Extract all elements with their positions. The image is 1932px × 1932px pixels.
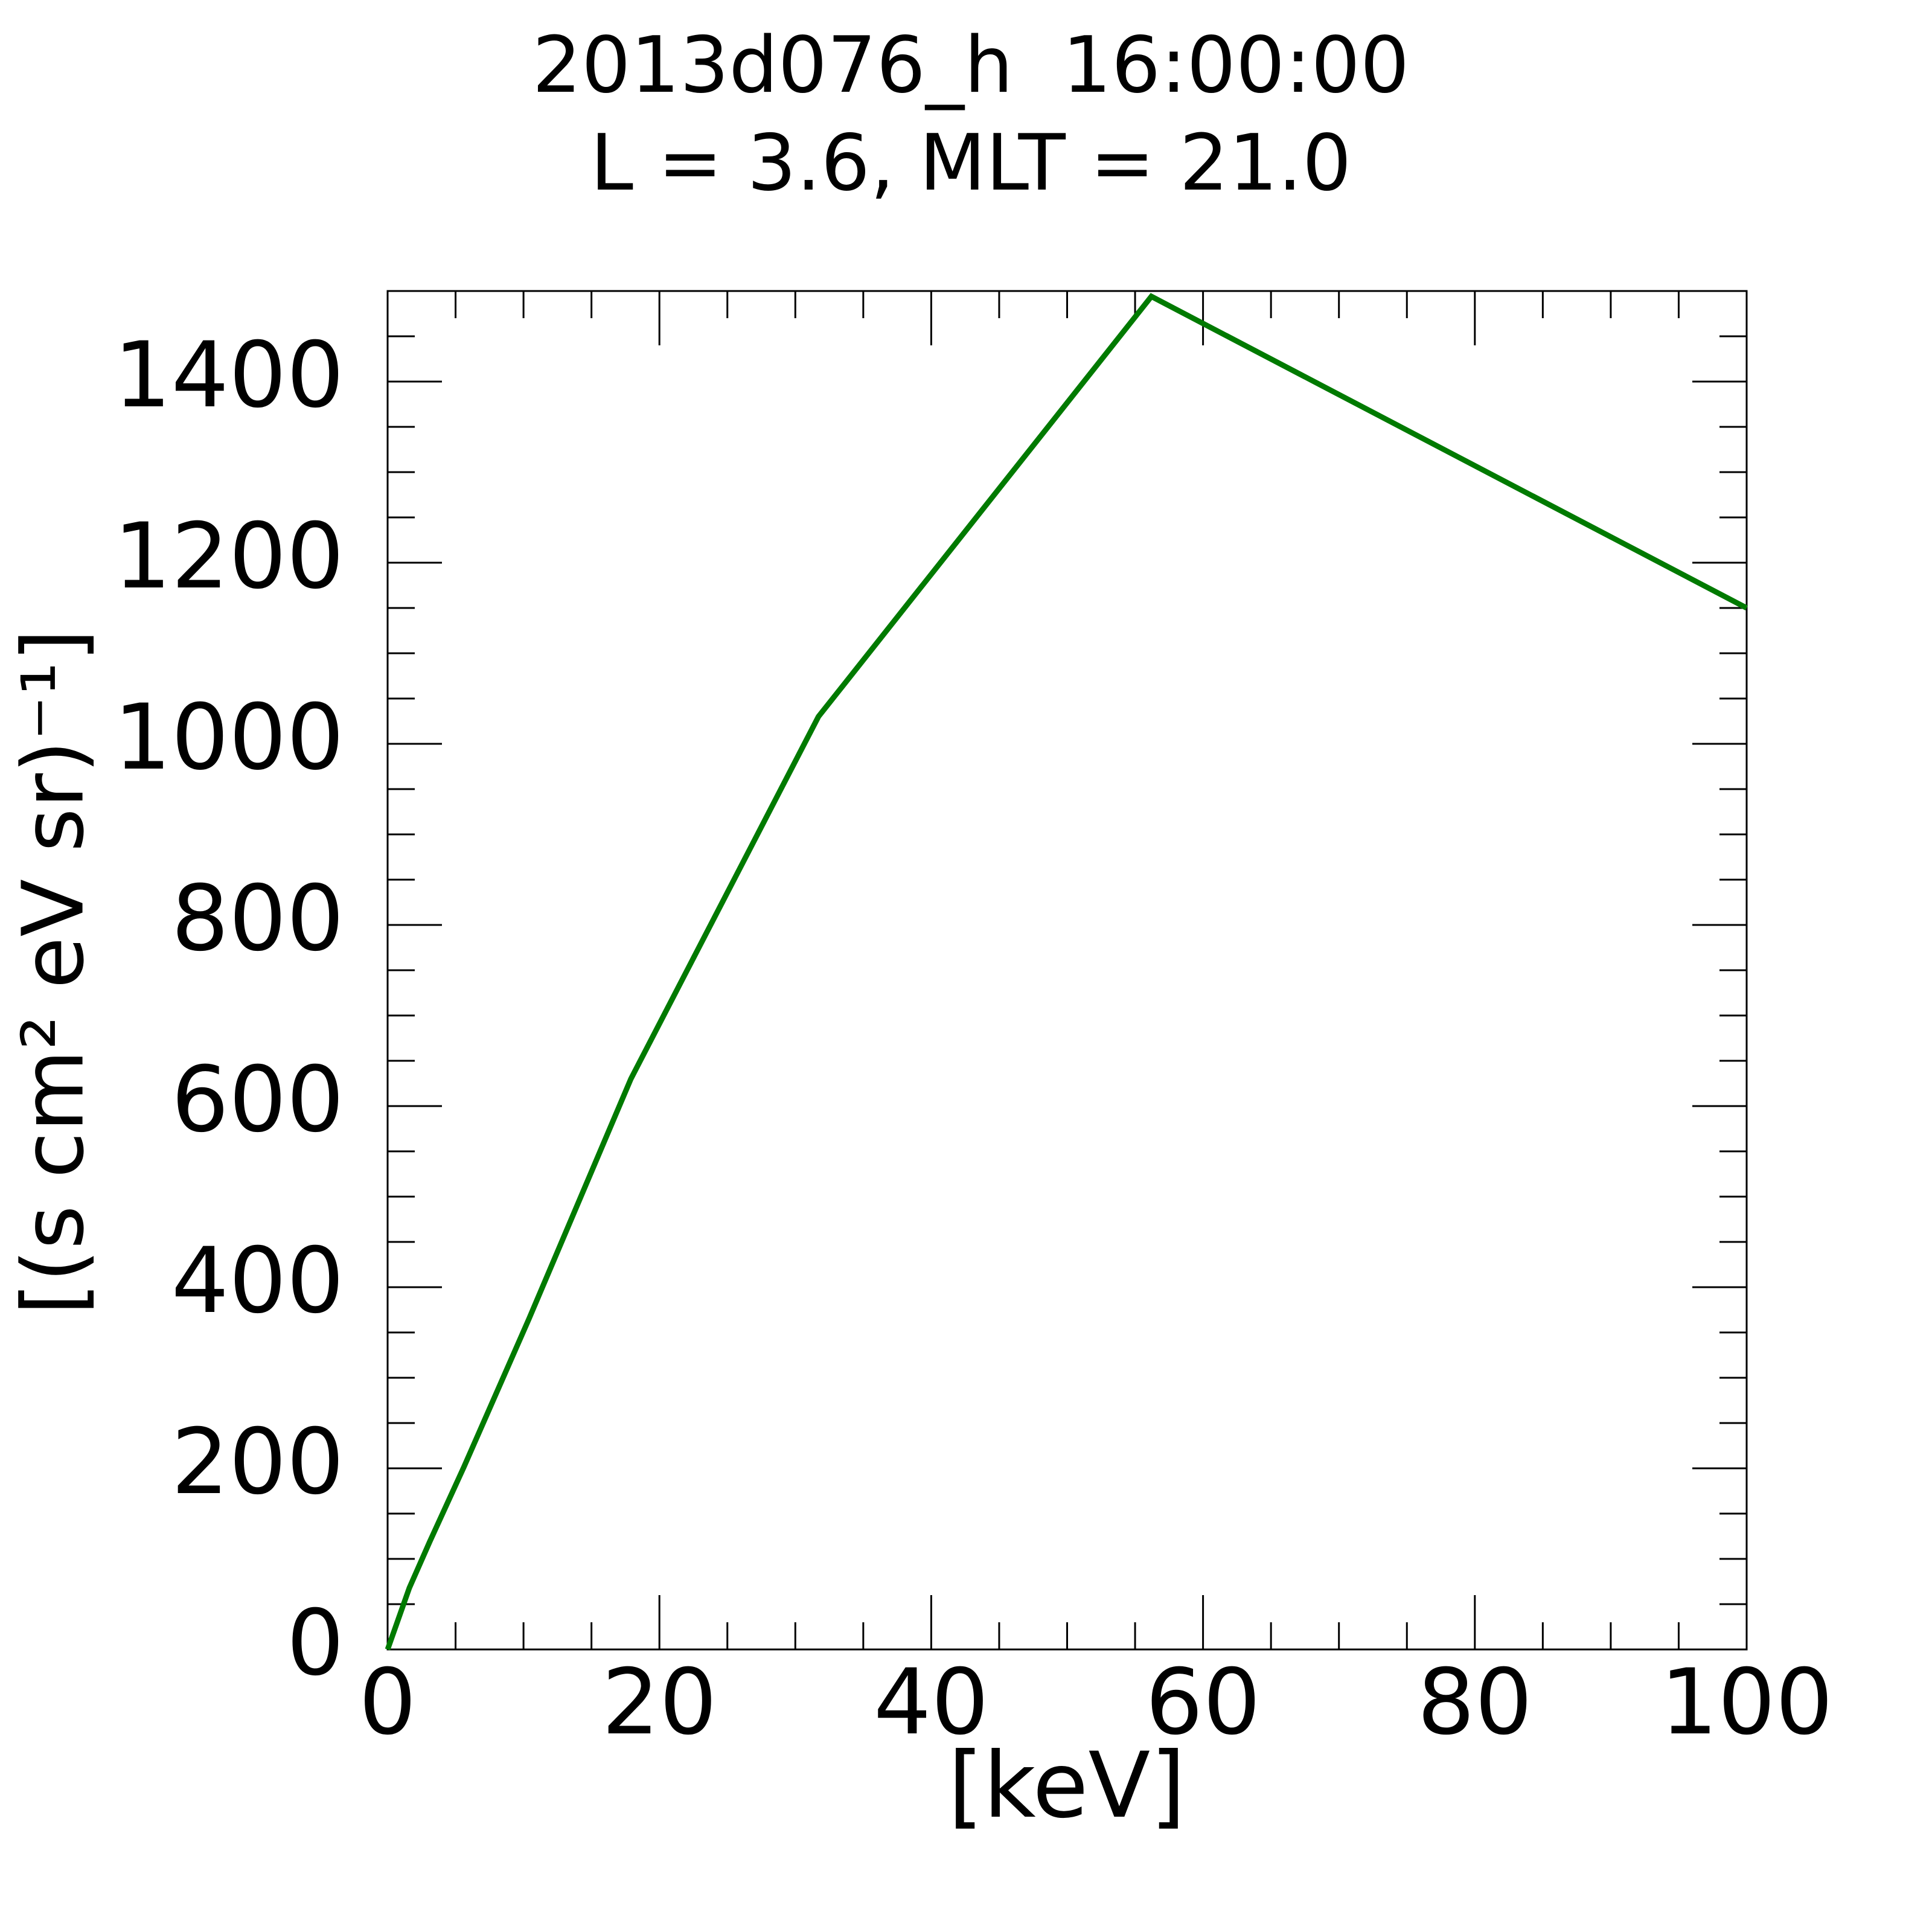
x-tick-label: 60: [1145, 1650, 1261, 1755]
x-tick-label: 0: [359, 1650, 416, 1755]
chart-subtitle: L = 3.6, MLT = 21.0: [590, 118, 1352, 208]
x-axis-label: [keV]: [948, 1733, 1185, 1838]
y-tick-label: 200: [171, 1410, 344, 1515]
x-tick-label: 20: [602, 1650, 717, 1755]
y-tick-label: 600: [171, 1048, 344, 1153]
data-line: [385, 293, 1748, 1651]
y-tick-label: 400: [171, 1229, 344, 1334]
y-axis-label: [(s cm² eV sr)⁻¹]: [5, 629, 103, 1316]
x-tick-label: 40: [874, 1650, 989, 1755]
y-tick-label: 1200: [114, 504, 344, 609]
y-tick-label: 1400: [114, 323, 344, 428]
y-tick-label: 0: [287, 1591, 344, 1696]
x-tick-label: 100: [1660, 1650, 1833, 1755]
y-tick-label: 800: [171, 866, 344, 971]
x-tick-label: 80: [1417, 1650, 1532, 1755]
y-tick-label: 1000: [114, 685, 344, 790]
chart-title: 2013d076_h 16:00:00: [533, 21, 1410, 110]
